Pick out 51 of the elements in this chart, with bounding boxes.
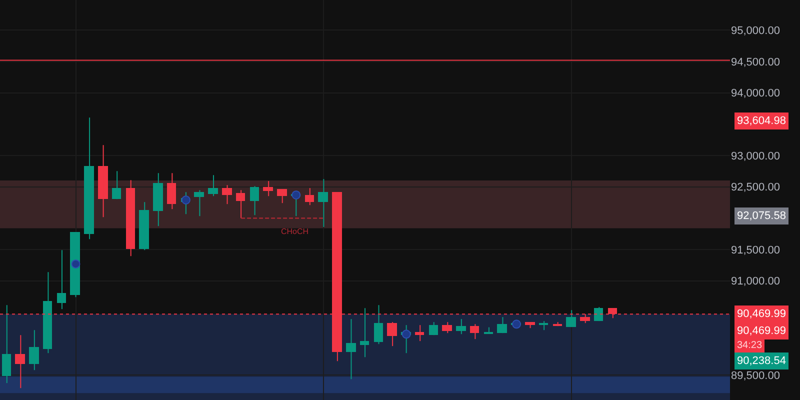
candlestick <box>84 117 94 240</box>
candlestick <box>98 144 108 218</box>
candlestick <box>497 316 507 334</box>
ref-line-label: 90,469.99 <box>737 308 786 320</box>
y-tick-label: 95,000.00 <box>731 24 780 37</box>
candlestick <box>139 202 149 251</box>
y-tick-label: 92,500.00 <box>731 182 780 194</box>
candlestick <box>470 324 479 340</box>
candlestick <box>525 322 535 329</box>
candlestick <box>277 189 287 204</box>
y-tick-label: 94,000.00 <box>731 88 780 100</box>
candlestick <box>484 326 493 334</box>
candlestick <box>456 318 466 335</box>
candlestick <box>442 322 452 334</box>
text: 90,238.54 <box>737 355 786 367</box>
text: 93,604.98 <box>737 115 786 127</box>
point <box>71 259 80 268</box>
candlestick <box>236 190 245 219</box>
y-tick-label: 89,500.00 <box>731 370 780 382</box>
candlestick <box>346 318 356 380</box>
candlestick <box>415 324 424 342</box>
point <box>181 196 190 204</box>
candlestick <box>387 322 397 347</box>
y-tick-label: 93,000.00 <box>731 150 780 162</box>
candlestick <box>250 186 259 216</box>
candlestick <box>360 308 369 358</box>
candlestick <box>57 250 66 310</box>
candlestick <box>15 334 25 389</box>
candlestick <box>318 178 328 228</box>
candlestick <box>153 172 163 227</box>
annotation: CHoCH <box>281 227 309 236</box>
candlestick <box>566 310 576 328</box>
text: 34:23 <box>737 340 762 351</box>
candlestick <box>194 190 204 217</box>
point <box>402 330 411 339</box>
y-tick-label: 94,500.00 <box>731 56 780 68</box>
point <box>292 190 301 200</box>
y-tick-label: 91,500.00 <box>731 244 780 256</box>
candlestick <box>222 184 232 205</box>
candlestick <box>429 322 438 336</box>
y-tick-label: 91,000.00 <box>731 276 780 288</box>
text: 92,075.58 <box>737 210 786 222</box>
candlestick <box>112 170 121 200</box>
candlestick <box>208 174 218 197</box>
candlestick <box>29 330 39 371</box>
candlestick <box>263 180 273 197</box>
candlestick <box>539 320 548 331</box>
candlestick <box>553 322 562 327</box>
point <box>512 320 522 329</box>
candlestick <box>305 188 314 206</box>
text: 90,469.99 <box>737 325 786 337</box>
